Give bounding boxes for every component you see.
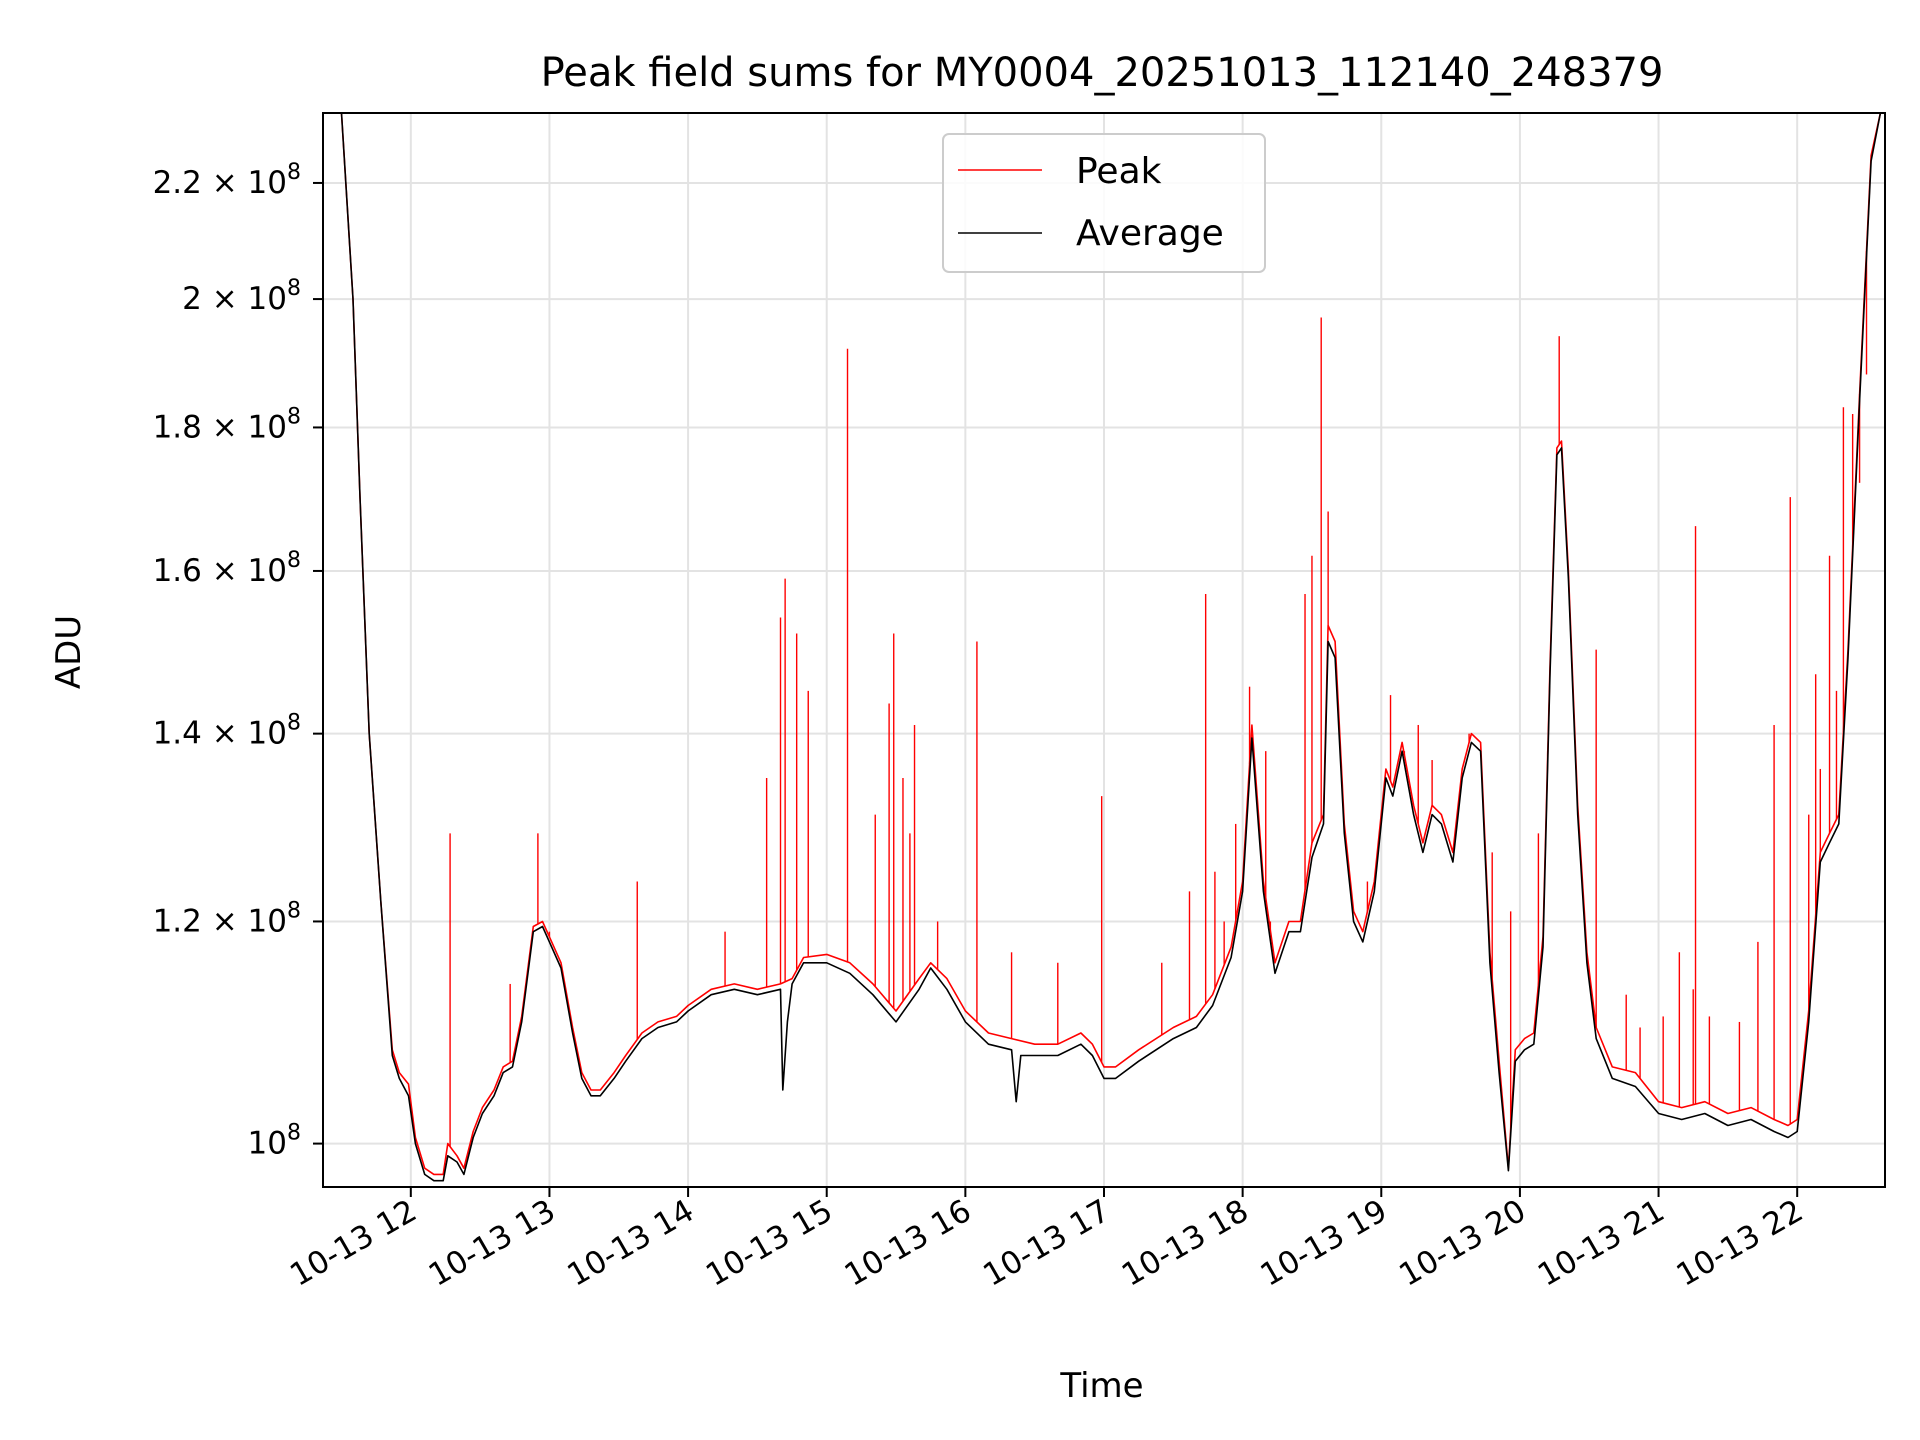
y-axis: 108 1.2 × 108 1.4 × 108 1.6 × 108 1.8 × 108 2…: [153, 160, 323, 1162]
series-layer: [323, 113, 1885, 1182]
chart-title: Peak field sums for MY0004_20251013_1121…: [541, 50, 1664, 96]
y-tick-label: 2 × 108: [182, 276, 301, 317]
series-line-average: [323, 113, 1885, 1182]
y-tick-label: 1.2 × 108: [153, 898, 301, 939]
y-axis-label: ADU: [49, 615, 89, 689]
y-tick-label: 1.8 × 108: [153, 404, 301, 445]
y-tick-label: 1.4 × 108: [153, 711, 301, 752]
grid-lines: [323, 113, 1885, 1187]
y-tick-label: 108: [248, 1121, 301, 1162]
y-tick-label: 2.2 × 108: [153, 160, 301, 201]
y-tick-label: 1.6 × 108: [153, 548, 301, 589]
legend-label-peak: Peak: [1076, 151, 1162, 192]
x-axis-label: Time: [1059, 1366, 1143, 1406]
legend-box: [942, 133, 1266, 273]
legend-label-average: Average: [1076, 213, 1224, 254]
legend: Peak Average: [942, 133, 1266, 273]
